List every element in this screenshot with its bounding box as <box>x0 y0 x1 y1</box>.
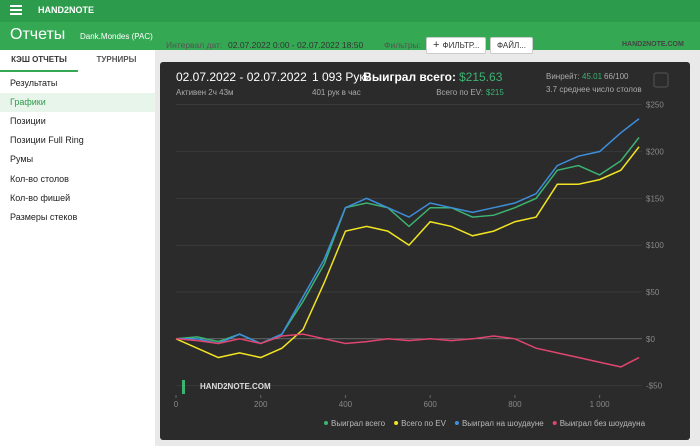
y-tick-label: $150 <box>646 194 664 203</box>
legend-label: Всего по EV <box>401 419 447 428</box>
legend-marker <box>454 421 459 425</box>
tab[interactable]: ТУРНИРЫ <box>96 55 137 64</box>
tab[interactable]: КЭШ ОТЧЕТЫ <box>0 50 78 72</box>
legend-marker <box>324 421 328 425</box>
x-tick-label: 800 <box>508 400 522 409</box>
series-line <box>175 146 640 359</box>
player-select[interactable]: Dank.Mondes (PAC) <box>80 32 153 41</box>
y-tick-label: $100 <box>646 241 664 250</box>
legend-label: Выиграл на шоудауне <box>462 419 544 428</box>
interval-label: Интервал дат: <box>166 40 223 50</box>
file-button[interactable]: ФАЙЛ... <box>490 37 533 54</box>
x-tick-label: 0 <box>174 400 179 409</box>
title-bar: HAND2NOTE <box>0 0 700 22</box>
header: Отчеты Dank.Mondes (PAC) <box>0 22 700 50</box>
menu-item[interactable]: Позиции <box>10 116 46 126</box>
stats-hands: 1 093 Руки <box>312 70 371 84</box>
stats-hph: 401 рук в час <box>312 88 361 97</box>
brand: HAND2NOTE <box>38 5 95 15</box>
filter-button[interactable]: + ФИЛЬТР... <box>426 37 487 54</box>
logo: HAND2NOTE.COM <box>622 41 684 48</box>
sidebar: КЭШ ОТЧЕТЫ ТУРНИРЫ Результаты Графики По… <box>0 50 155 446</box>
stats-tables: 3.7 среднее число столов <box>546 85 642 94</box>
section-title: Отчеты <box>10 26 66 43</box>
y-tick-label: $200 <box>646 148 664 157</box>
y-tick-label: $0 <box>646 335 655 344</box>
x-tick-label: 1 000 <box>590 400 611 409</box>
menu-icon[interactable] <box>10 5 22 15</box>
legend-label: Выиграл без шоудауна <box>560 419 646 428</box>
won-label: Выиграл всего: <box>363 70 456 84</box>
x-tick-label: 400 <box>339 400 353 409</box>
menu-item[interactable]: Графики <box>0 93 155 112</box>
menu-item[interactable]: Размеры стеков <box>10 212 78 222</box>
y-tick-label: -$50 <box>646 382 663 391</box>
filters-label: Фильтры: <box>384 40 422 50</box>
watermark: HAND2NOTE.COM <box>200 382 271 391</box>
legend-marker <box>552 421 557 425</box>
panel-bg <box>160 62 690 440</box>
legend-marker <box>394 421 399 425</box>
x-tick-label: 600 <box>424 400 438 409</box>
interval-select[interactable]: 02.07.2022 0:00 - 02.07.2022 18:50 <box>228 40 364 50</box>
won-value: $215.63 <box>459 70 503 84</box>
series-line <box>176 118 640 345</box>
watermark-icon <box>182 380 185 394</box>
menu-item[interactable]: Результаты <box>10 78 58 88</box>
y-tick-label: $50 <box>646 288 660 297</box>
menu-item[interactable]: Румы <box>10 154 34 164</box>
chart-panel: 02.07.2022 - 02.07.2022 Активен 2ч 43м 1… <box>160 62 690 440</box>
ev-value: $215 <box>486 88 504 97</box>
settings-icon[interactable] <box>653 72 669 88</box>
winrate-label: Винрейт: <box>546 72 579 81</box>
winrate-unit: 66/100 <box>604 72 629 81</box>
winrate-value: 45.01 <box>582 72 603 81</box>
ev-label: Всего по EV: <box>436 88 483 97</box>
menu-item[interactable]: Кол-во столов <box>10 174 69 184</box>
y-tick-label: $250 <box>646 101 664 110</box>
stats-dates: 02.07.2022 - 02.07.2022 <box>176 70 307 84</box>
stats-active: Активен 2ч 43м <box>176 88 234 97</box>
menu-item[interactable]: Кол-во фишей <box>10 193 71 203</box>
filter-button-text: ФИЛЬТР... <box>442 41 480 50</box>
x-tick-label: 200 <box>254 400 268 409</box>
series-line <box>175 333 640 368</box>
legend-label: Выиграл всего <box>331 419 386 428</box>
logo-icon <box>608 38 618 50</box>
menu-item[interactable]: Позиции Full Ring <box>10 135 84 145</box>
